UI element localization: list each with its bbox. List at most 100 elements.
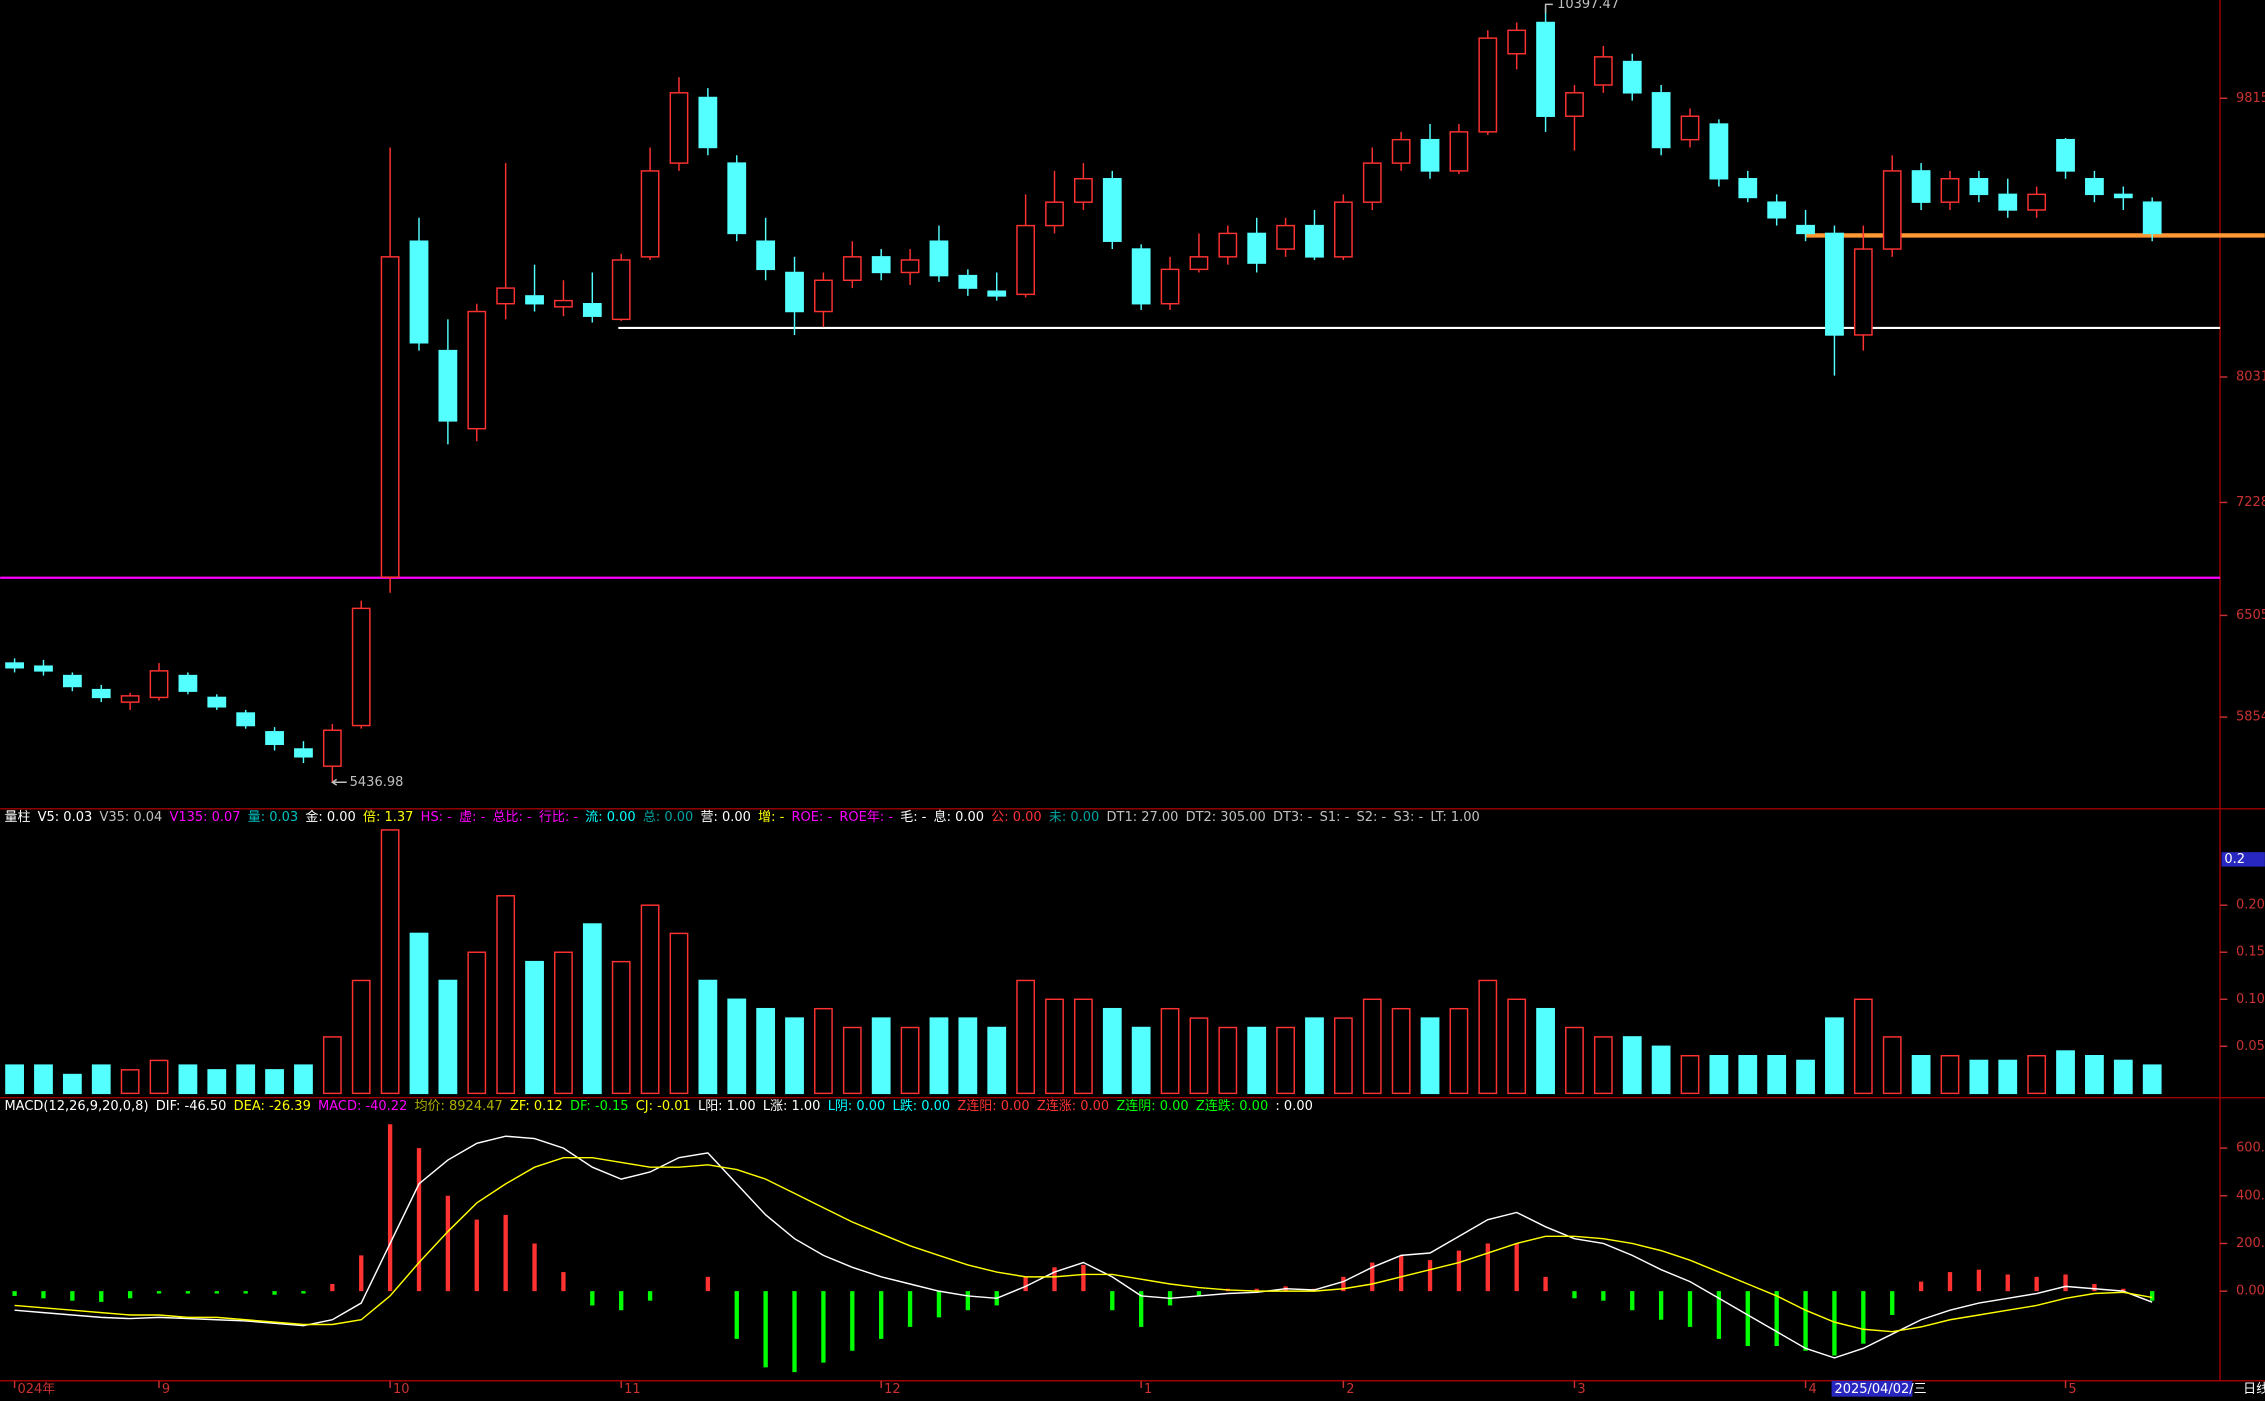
period-label: 日线 xyxy=(2243,1382,2265,1397)
volume-bar xyxy=(554,951,573,1095)
low-marker xyxy=(331,778,347,786)
volume-bar xyxy=(62,1073,82,1095)
volume-bar xyxy=(236,1064,256,1095)
volume-bar xyxy=(1651,1045,1671,1095)
y-tick-label: 5854 xyxy=(2236,710,2265,725)
volume-bar xyxy=(120,1069,140,1095)
candle-body xyxy=(1536,21,1555,117)
candle-body xyxy=(1796,224,1815,235)
y-tick-label: 400.0 xyxy=(2236,1188,2265,1203)
indicator-value: ROE年: - xyxy=(839,810,893,825)
volume-bar xyxy=(1333,1017,1353,1095)
candle-body xyxy=(554,299,573,308)
candle-body xyxy=(322,729,342,767)
volume-bar xyxy=(698,979,718,1095)
candle-body xyxy=(2056,138,2075,172)
volume-bar xyxy=(178,1064,198,1095)
candle-body xyxy=(1882,170,1902,250)
y-tick-label: 0.20 xyxy=(2236,898,2265,913)
candle-body xyxy=(2142,201,2162,235)
candle-body xyxy=(1247,232,1267,264)
volume-bar xyxy=(322,1036,342,1095)
candle-body xyxy=(1969,178,1989,196)
candle-body xyxy=(207,696,227,708)
indicator-value: CJ: -0.01 xyxy=(636,1099,691,1114)
indicator-value: DT3: - xyxy=(1273,810,1313,825)
volume-bar xyxy=(1449,1007,1469,1095)
candle-body xyxy=(1565,92,1584,117)
x-tick-label: 11 xyxy=(624,1382,641,1397)
y-tick-label: 0.00 xyxy=(2236,1284,2265,1299)
candle-body xyxy=(1449,131,1469,172)
indicator-value: DT2: 305.00 xyxy=(1186,810,1266,825)
volume-bar xyxy=(2085,1055,2104,1095)
candle-body xyxy=(1189,256,1209,271)
candle-body xyxy=(756,240,776,271)
volume-bar xyxy=(1045,998,1064,1095)
indicator-value: 总比: - xyxy=(493,810,532,825)
volume-bar xyxy=(900,1026,920,1095)
volume-bar xyxy=(1247,1026,1267,1095)
volume-bar xyxy=(467,951,487,1095)
volume-bar xyxy=(871,1017,891,1095)
volume-bar xyxy=(525,960,544,1095)
high-marker xyxy=(1544,3,1553,14)
x-tick-label: 024年 xyxy=(17,1382,55,1397)
candle-body xyxy=(2113,193,2133,199)
macd-line xyxy=(14,1135,2153,1359)
indicator-value: Z连阳: 0.00 xyxy=(957,1098,1029,1114)
indicator-value: S3: - xyxy=(1393,810,1423,825)
volume-bar xyxy=(1998,1059,2018,1095)
candle-body xyxy=(1074,178,1093,203)
macd-line xyxy=(14,1156,2153,1333)
indicator-value: MACD: -40.22 xyxy=(318,1099,407,1114)
indicator-value: 未: 0.00 xyxy=(1049,810,1099,825)
indicator-value: S1: - xyxy=(1320,810,1350,825)
y-tick-label: 0.05 xyxy=(2236,1039,2265,1054)
candle-body xyxy=(929,240,949,277)
volume-bar xyxy=(1102,1007,1122,1095)
x-tick-label: 4 xyxy=(1808,1382,1816,1397)
x-tick-label: 12 xyxy=(884,1382,901,1397)
candle-body xyxy=(438,349,458,422)
indicator-value: 流: 0.00 xyxy=(585,810,635,825)
x-tick-label: 9 xyxy=(162,1382,170,1397)
candle-body xyxy=(900,259,920,274)
candle-body xyxy=(1507,29,1527,55)
candle-body xyxy=(380,256,400,578)
y-tick-label: 6505 xyxy=(2236,608,2265,623)
candle-body xyxy=(120,695,140,703)
indicator-value: 量柱 xyxy=(4,810,30,825)
candle-body xyxy=(1680,115,1700,141)
candle-body xyxy=(2085,178,2104,196)
candle-body xyxy=(294,748,313,758)
candle-body xyxy=(698,96,718,149)
candle-body xyxy=(987,290,1007,297)
volume-bar xyxy=(727,998,747,1095)
candle-body xyxy=(1160,268,1180,305)
candle-body xyxy=(640,170,660,258)
candle-body xyxy=(149,670,169,699)
volume-bar xyxy=(2113,1059,2133,1095)
high-label: 10397.47 xyxy=(1557,0,1619,12)
volume-bar xyxy=(351,979,371,1095)
candle-body xyxy=(1362,162,1382,203)
volume-bar xyxy=(1478,979,1498,1095)
candle-body xyxy=(5,662,24,669)
volume-bar xyxy=(5,1064,24,1095)
volume-bar xyxy=(294,1064,313,1095)
indicator-value: 行比: - xyxy=(539,810,578,825)
indicator-value: LT: 1.00 xyxy=(1430,810,1479,825)
indicator-value: DF: -0.15 xyxy=(570,1099,629,1114)
volume-bar xyxy=(1853,998,1873,1095)
y-tick-label: 200.0 xyxy=(2236,1236,2265,1251)
y-tick-label: 9815 xyxy=(2236,91,2265,106)
candle-body xyxy=(467,310,487,430)
volume-bar xyxy=(958,1017,978,1095)
candle-body xyxy=(1045,201,1064,227)
volume-bar xyxy=(1680,1055,1700,1095)
candle-body xyxy=(611,259,631,321)
volume-bar xyxy=(1767,1055,1787,1095)
cursor-date: 2025/04/02/三 xyxy=(1834,1382,1926,1397)
